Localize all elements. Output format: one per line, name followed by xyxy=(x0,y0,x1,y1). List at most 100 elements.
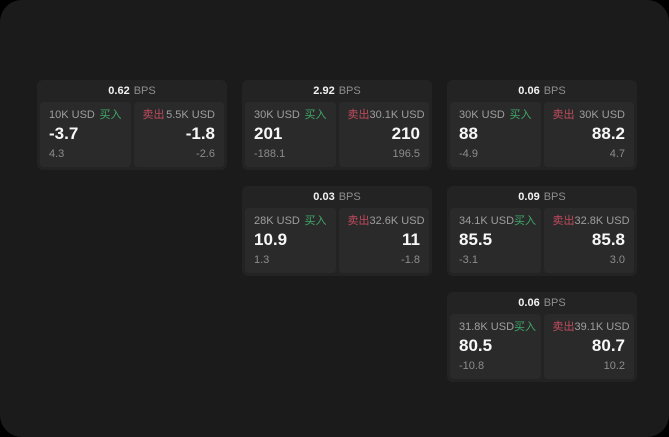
buy-price: 10.9 xyxy=(254,230,288,249)
sell-tile[interactable]: 卖出 30.1K USD 210 196.5 xyxy=(338,102,429,167)
spread-value: 0.03 xyxy=(313,191,335,203)
sell-tile[interactable]: 卖出 32.6K USD 11 -1.8 xyxy=(338,208,429,273)
sell-amount: 30.1K USD xyxy=(369,109,425,121)
buy-delta: -10.8 xyxy=(459,360,485,372)
sell-amount: 39.1K USD xyxy=(574,321,630,333)
buy-label: 买入 xyxy=(514,215,537,227)
quote-card: 0.03 BPS 28K USD 买入 10.9 1.3 卖出 32.6K USD… xyxy=(242,186,432,276)
buy-tile-header: 28K USD 买入 xyxy=(254,215,327,228)
buy-amount: 28K USD xyxy=(254,215,300,227)
sell-amount: 30K USD xyxy=(579,109,625,121)
spread-value: 2.92 xyxy=(313,85,335,97)
buy-amount: 30K USD xyxy=(459,109,505,121)
sell-amount: 32.6K USD xyxy=(369,215,425,227)
sell-tile-header: 卖出 39.1K USD xyxy=(552,321,630,334)
buy-price: 88 xyxy=(459,124,478,143)
buy-tile-header: 10K USD 买入 xyxy=(49,109,122,122)
sell-tile[interactable]: 卖出 32.8K USD 85.8 3.0 xyxy=(543,208,634,273)
buy-amount: 31.8K USD xyxy=(459,321,515,333)
sell-delta: 10.2 xyxy=(603,360,625,372)
sell-tile[interactable]: 卖出 30K USD 88.2 4.7 xyxy=(543,102,634,167)
sell-price: 11 xyxy=(402,230,420,249)
buy-price: 85.5 xyxy=(459,230,493,249)
buy-tile[interactable]: 31.8K USD 买入 80.5 -10.8 xyxy=(450,314,541,379)
buy-tile-header: 31.8K USD 买入 xyxy=(459,321,536,334)
sell-price: 85.8 xyxy=(591,230,625,249)
buy-tile[interactable]: 10K USD 买入 -3.7 4.3 xyxy=(40,102,131,167)
quote-card: 0.06 BPS 30K USD 买入 88 -4.9 卖出 30K USD 88… xyxy=(447,80,637,170)
quote-card: 0.06 BPS 31.8K USD 买入 80.5 -10.8 卖出 39.1K… xyxy=(447,292,637,382)
sell-price: 210 xyxy=(391,124,420,143)
buy-label: 买入 xyxy=(99,109,122,121)
sell-tile-header: 卖出 5.5K USD xyxy=(143,109,216,122)
buy-delta: 1.3 xyxy=(254,254,270,266)
buy-tile[interactable]: 30K USD 买入 201 -188.1 xyxy=(245,102,336,167)
buy-delta: 4.3 xyxy=(49,148,65,160)
buy-tile[interactable]: 30K USD 买入 88 -4.9 xyxy=(450,102,541,167)
buy-tile-header: 30K USD 买入 xyxy=(459,109,532,122)
card-body: 10K USD 买入 -3.7 4.3 卖出 5.5K USD -1.8 -2.… xyxy=(40,102,224,167)
quote-card: 2.92 BPS 30K USD 买入 201 -188.1 卖出 30.1K U… xyxy=(242,80,432,170)
sell-amount: 5.5K USD xyxy=(166,109,215,121)
buy-label: 买入 xyxy=(509,109,532,121)
sell-label: 卖出 xyxy=(142,109,165,121)
sell-tile[interactable]: 卖出 39.1K USD 80.7 10.2 xyxy=(543,314,634,379)
buy-amount: 34.1K USD xyxy=(459,215,515,227)
spread-value: 0.09 xyxy=(518,191,540,203)
sell-tile[interactable]: 卖出 5.5K USD -1.8 -2.6 xyxy=(133,102,224,167)
card-body: 34.1K USD 买入 85.5 -3.1 卖出 32.8K USD 85.8… xyxy=(450,208,634,273)
sell-delta: 4.7 xyxy=(609,148,625,160)
sell-delta: -1.8 xyxy=(401,254,420,266)
sell-label: 卖出 xyxy=(552,321,575,333)
bps-unit-label: BPS xyxy=(338,85,361,97)
card-header: 2.92 BPS xyxy=(245,80,429,102)
sell-label: 卖出 xyxy=(552,109,575,121)
sell-price: 80.7 xyxy=(591,336,625,355)
sell-delta: -2.6 xyxy=(196,148,215,160)
buy-price: 80.5 xyxy=(459,336,493,355)
sell-tile-header: 卖出 32.6K USD xyxy=(347,215,425,228)
sell-tile-header: 卖出 30.1K USD xyxy=(347,109,425,122)
buy-delta: -4.9 xyxy=(459,148,478,160)
buy-label: 买入 xyxy=(514,321,537,333)
bps-unit-label: BPS xyxy=(543,85,566,97)
buy-label: 买入 xyxy=(304,215,327,227)
quote-card: 0.62 BPS 10K USD 买入 -3.7 4.3 卖出 5.5K USD … xyxy=(37,80,227,170)
card-body: 30K USD 买入 88 -4.9 卖出 30K USD 88.2 4.7 xyxy=(450,102,634,167)
spread-value: 0.06 xyxy=(518,85,540,97)
buy-price: -3.7 xyxy=(49,124,79,143)
card-header: 0.06 BPS xyxy=(450,80,634,102)
sell-price: 88.2 xyxy=(591,124,625,143)
card-body: 30K USD 买入 201 -188.1 卖出 30.1K USD 210 1… xyxy=(245,102,429,167)
sell-label: 卖出 xyxy=(347,215,370,227)
buy-tile-header: 34.1K USD 买入 xyxy=(459,215,536,228)
buy-tile[interactable]: 28K USD 买入 10.9 1.3 xyxy=(245,208,336,273)
card-header: 0.03 BPS xyxy=(245,186,429,208)
buy-delta: -188.1 xyxy=(254,148,286,160)
buy-tile[interactable]: 34.1K USD 买入 85.5 -3.1 xyxy=(450,208,541,273)
buy-amount: 10K USD xyxy=(49,109,95,121)
buy-price: 201 xyxy=(254,124,283,143)
card-header: 0.09 BPS xyxy=(450,186,634,208)
sell-tile-header: 卖出 30K USD xyxy=(553,109,626,122)
quote-card: 0.09 BPS 34.1K USD 买入 85.5 -3.1 卖出 32.8K … xyxy=(447,186,637,276)
sell-label: 卖出 xyxy=(347,109,370,121)
buy-delta: -3.1 xyxy=(459,254,478,266)
buy-label: 买入 xyxy=(304,109,327,121)
card-header: 0.62 BPS xyxy=(40,80,224,102)
bps-unit-label: BPS xyxy=(543,297,566,309)
sell-amount: 32.8K USD xyxy=(574,215,630,227)
bps-unit-label: BPS xyxy=(133,85,156,97)
sell-price: -1.8 xyxy=(185,124,215,143)
sell-tile-header: 卖出 32.8K USD xyxy=(553,215,630,228)
sell-delta: 3.0 xyxy=(609,254,625,266)
buy-amount: 30K USD xyxy=(254,109,300,121)
card-header: 0.06 BPS xyxy=(450,292,634,314)
buy-tile-header: 30K USD 买入 xyxy=(254,109,327,122)
bps-unit-label: BPS xyxy=(338,191,361,203)
card-body: 31.8K USD 买入 80.5 -10.8 卖出 39.1K USD 80.… xyxy=(450,314,634,379)
spread-value: 0.62 xyxy=(108,85,130,97)
bps-unit-label: BPS xyxy=(543,191,566,203)
sell-delta: 196.5 xyxy=(392,148,420,160)
